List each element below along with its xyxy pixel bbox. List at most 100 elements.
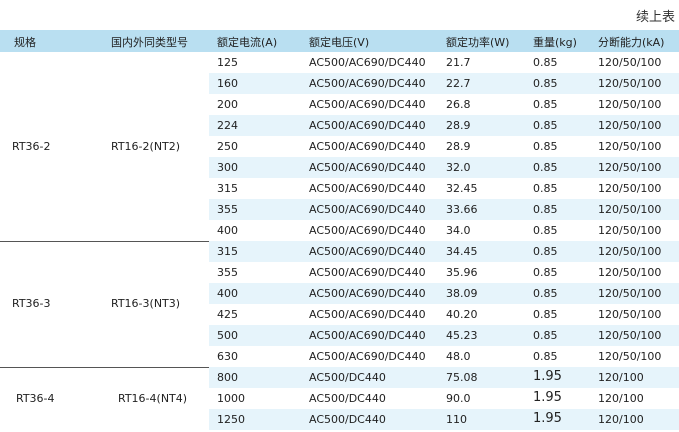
power-cell: 110 <box>446 413 467 426</box>
weight-cell: 1.95 <box>533 369 562 384</box>
breaking-cell: 120/50/100 <box>598 224 662 237</box>
voltage-cell: AC500/AC690/DC440 <box>309 329 426 342</box>
current-cell: 250 <box>217 140 238 153</box>
voltage-cell: AC500/DC440 <box>309 413 386 426</box>
voltage-cell: AC500/AC690/DC440 <box>309 350 426 363</box>
weight-cell: 0.85 <box>533 203 558 216</box>
breaking-cell: 120/50/100 <box>598 245 662 258</box>
weight-cell: 0.85 <box>533 308 558 321</box>
voltage-cell: AC500/DC440 <box>309 371 386 384</box>
breaking-cell: 120/50/100 <box>598 350 662 363</box>
voltage-cell: AC500/AC690/DC440 <box>309 266 426 279</box>
current-cell: 500 <box>217 329 238 342</box>
weight-cell: 1.95 <box>533 390 562 405</box>
current-cell: 125 <box>217 56 238 69</box>
power-cell: 34.0 <box>446 224 471 237</box>
power-cell: 48.0 <box>446 350 471 363</box>
current-cell: 400 <box>217 287 238 300</box>
col-header-voltage: 额定电压(V) <box>309 36 370 49</box>
voltage-cell: AC500/AC690/DC440 <box>309 56 426 69</box>
col-header-weight: 重量(kg) <box>533 36 577 49</box>
row-band <box>209 367 679 388</box>
breaking-cell: 120/50/100 <box>598 98 662 111</box>
current-cell: 200 <box>217 98 238 111</box>
current-cell: 1000 <box>217 392 245 405</box>
breaking-cell: 120/50/100 <box>598 203 662 216</box>
row-band <box>209 241 679 262</box>
voltage-cell: AC500/AC690/DC440 <box>309 245 426 258</box>
breaking-cell: 120/50/100 <box>598 56 662 69</box>
weight-cell: 0.85 <box>533 182 558 195</box>
power-cell: 34.45 <box>446 245 478 258</box>
voltage-cell: AC500/AC690/DC440 <box>309 98 426 111</box>
voltage-cell: AC500/AC690/DC440 <box>309 140 426 153</box>
weight-cell: 0.85 <box>533 98 558 111</box>
row-band <box>209 283 679 304</box>
current-cell: 425 <box>217 308 238 321</box>
weight-cell: 1.95 <box>533 411 562 426</box>
power-cell: 28.9 <box>446 140 471 153</box>
breaking-cell: 120/50/100 <box>598 308 662 321</box>
col-header-power: 额定功率(W) <box>446 36 510 49</box>
current-cell: 630 <box>217 350 238 363</box>
spec-cell: RT36-3 <box>12 297 51 310</box>
voltage-cell: AC500/AC690/DC440 <box>309 287 426 300</box>
voltage-cell: AC500/AC690/DC440 <box>309 308 426 321</box>
spec-cell: RT36-4 <box>16 391 55 405</box>
voltage-cell: AC500/AC690/DC440 <box>309 119 426 132</box>
row-band <box>209 409 679 430</box>
col-header-spec: 规格 <box>14 36 36 49</box>
weight-cell: 0.85 <box>533 224 558 237</box>
power-cell: 45.23 <box>446 329 478 342</box>
power-cell: 35.96 <box>446 266 478 279</box>
weight-cell: 0.85 <box>533 77 558 90</box>
current-cell: 315 <box>217 182 238 195</box>
row-band <box>209 115 679 136</box>
continued-label: 续上表 <box>635 10 675 25</box>
power-cell: 33.66 <box>446 203 478 216</box>
current-cell: 355 <box>217 266 238 279</box>
breaking-cell: 120/50/100 <box>598 329 662 342</box>
voltage-cell: AC500/AC690/DC440 <box>309 161 426 174</box>
current-cell: 355 <box>217 203 238 216</box>
spec-cell: RT36-2 <box>12 139 51 153</box>
current-cell: 800 <box>217 371 238 384</box>
weight-cell: 0.85 <box>533 350 558 363</box>
col-header-current: 额定电流(A) <box>217 36 278 49</box>
voltage-cell: AC500/AC690/DC440 <box>309 203 426 216</box>
weight-cell: 0.85 <box>533 287 558 300</box>
power-cell: 21.7 <box>446 56 471 69</box>
current-cell: 1250 <box>217 413 245 426</box>
breaking-cell: 120/50/100 <box>598 77 662 90</box>
weight-cell: 0.85 <box>533 140 558 153</box>
col-header-model: 国内外同类型号 <box>111 36 188 49</box>
breaking-cell: 120/50/100 <box>598 119 662 132</box>
col-header-breaking: 分断能力(kA) <box>598 36 665 49</box>
power-cell: 32.45 <box>446 182 478 195</box>
voltage-cell: AC500/DC440 <box>309 392 386 405</box>
voltage-cell: AC500/AC690/DC440 <box>309 224 426 237</box>
weight-cell: 0.85 <box>533 245 558 258</box>
row-band <box>209 199 679 220</box>
breaking-cell: 120/100 <box>598 371 644 384</box>
current-cell: 160 <box>217 77 238 90</box>
breaking-cell: 120/50/100 <box>598 287 662 300</box>
current-cell: 224 <box>217 119 238 132</box>
model-cell: RT16-2(NT2) <box>111 139 181 153</box>
weight-cell: 0.85 <box>533 161 558 174</box>
model-cell: RT16-3(NT3) <box>111 297 181 310</box>
current-cell: 315 <box>217 245 238 258</box>
power-cell: 90.0 <box>446 392 471 405</box>
breaking-cell: 120/100 <box>598 392 644 405</box>
power-cell: 75.08 <box>446 371 478 384</box>
breaking-cell: 120/50/100 <box>598 140 662 153</box>
weight-cell: 0.85 <box>533 56 558 69</box>
weight-cell: 0.85 <box>533 329 558 342</box>
power-cell: 38.09 <box>446 287 478 300</box>
table-header: 规格 国内外同类型号 额定电流(A) 额定电压(V) 额定功率(W) 重量(kg… <box>0 30 679 52</box>
breaking-cell: 120/50/100 <box>598 182 662 195</box>
current-cell: 300 <box>217 161 238 174</box>
power-cell: 26.8 <box>446 98 471 111</box>
model-cell: RT16-4(NT4) <box>118 391 188 405</box>
